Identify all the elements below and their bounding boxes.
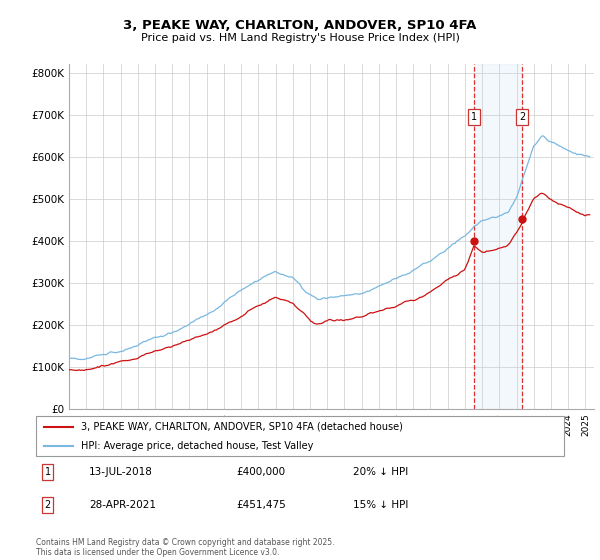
Text: HPI: Average price, detached house, Test Valley: HPI: Average price, detached house, Test… bbox=[81, 441, 313, 450]
Text: £400,000: £400,000 bbox=[236, 467, 286, 477]
Text: 28-APR-2021: 28-APR-2021 bbox=[89, 500, 156, 510]
Text: 20% ↓ HPI: 20% ↓ HPI bbox=[353, 467, 408, 477]
Text: 2: 2 bbox=[519, 112, 526, 122]
Text: 3, PEAKE WAY, CHARLTON, ANDOVER, SP10 4FA (detached house): 3, PEAKE WAY, CHARLTON, ANDOVER, SP10 4F… bbox=[81, 422, 403, 432]
Text: 3, PEAKE WAY, CHARLTON, ANDOVER, SP10 4FA: 3, PEAKE WAY, CHARLTON, ANDOVER, SP10 4F… bbox=[124, 18, 476, 32]
Text: £451,475: £451,475 bbox=[236, 500, 286, 510]
Text: 1: 1 bbox=[44, 467, 50, 477]
Text: 1: 1 bbox=[471, 112, 477, 122]
Text: 2: 2 bbox=[44, 500, 51, 510]
Bar bbox=[474, 64, 522, 409]
Text: Price paid vs. HM Land Registry's House Price Index (HPI): Price paid vs. HM Land Registry's House … bbox=[140, 32, 460, 43]
Text: 13-JUL-2018: 13-JUL-2018 bbox=[89, 467, 152, 477]
Text: 15% ↓ HPI: 15% ↓ HPI bbox=[353, 500, 408, 510]
Text: Contains HM Land Registry data © Crown copyright and database right 2025.
This d: Contains HM Land Registry data © Crown c… bbox=[36, 538, 335, 557]
